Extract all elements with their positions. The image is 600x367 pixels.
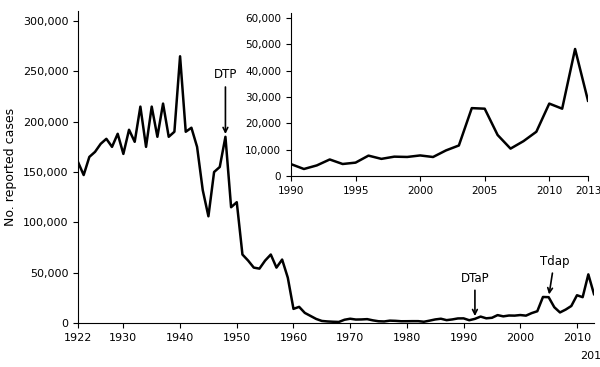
Y-axis label: No. reported cases: No. reported cases bbox=[4, 108, 17, 226]
Text: Tdap: Tdap bbox=[539, 255, 569, 292]
Text: DTaP: DTaP bbox=[461, 272, 489, 314]
Text: 2013: 2013 bbox=[580, 351, 600, 361]
Text: DTP: DTP bbox=[214, 69, 237, 132]
